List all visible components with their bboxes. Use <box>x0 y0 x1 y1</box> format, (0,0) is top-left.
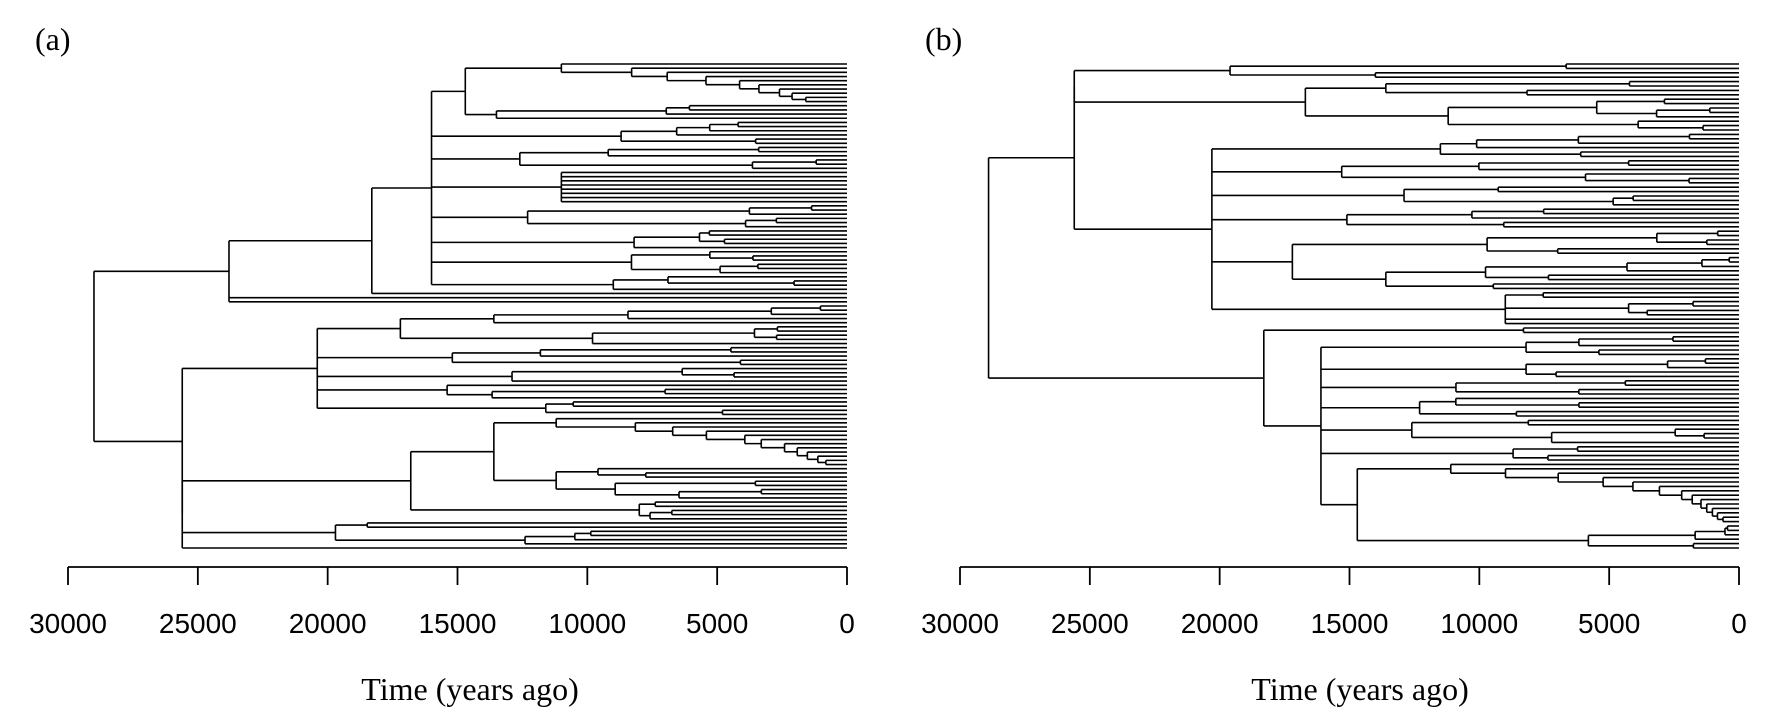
panel-label-b: (b) <box>925 21 962 57</box>
x-axis-a: 30000 25000 20000 15000 10000 5000 0 <box>29 566 855 639</box>
x-tick-label: 30000 <box>29 608 107 639</box>
x-tick-label: 25000 <box>159 608 237 639</box>
x-tick-label: 15000 <box>1311 608 1389 639</box>
tree-b <box>987 63 1739 549</box>
panel-b: (b) 30000 25000 20000 15000 10000 5000 0 Time … <box>921 21 1747 707</box>
tree-a <box>93 63 847 549</box>
x-tick-label: 10000 <box>548 608 626 639</box>
x-tick-label: 0 <box>839 608 855 639</box>
panel-a: (a) 30000 25000 20000 15000 10000 5000 0 Time … <box>29 21 855 707</box>
x-tick-label: 5000 <box>686 608 748 639</box>
x-tick-label: 5000 <box>1578 608 1640 639</box>
x-tick-label: 15000 <box>419 608 497 639</box>
x-tick-label: 20000 <box>1181 608 1259 639</box>
x-tick-label: 30000 <box>921 608 999 639</box>
x-tick-label: 0 <box>1731 608 1747 639</box>
x-tick-label: 25000 <box>1051 608 1129 639</box>
x-axis-b: 30000 25000 20000 15000 10000 5000 0 <box>921 566 1747 639</box>
panel-label-a: (a) <box>35 21 71 57</box>
x-tick-label: 10000 <box>1440 608 1518 639</box>
x-axis-title-b: Time (years ago) <box>1251 671 1468 707</box>
x-axis-title-a: Time (years ago) <box>361 671 578 707</box>
x-tick-label: 20000 <box>289 608 367 639</box>
